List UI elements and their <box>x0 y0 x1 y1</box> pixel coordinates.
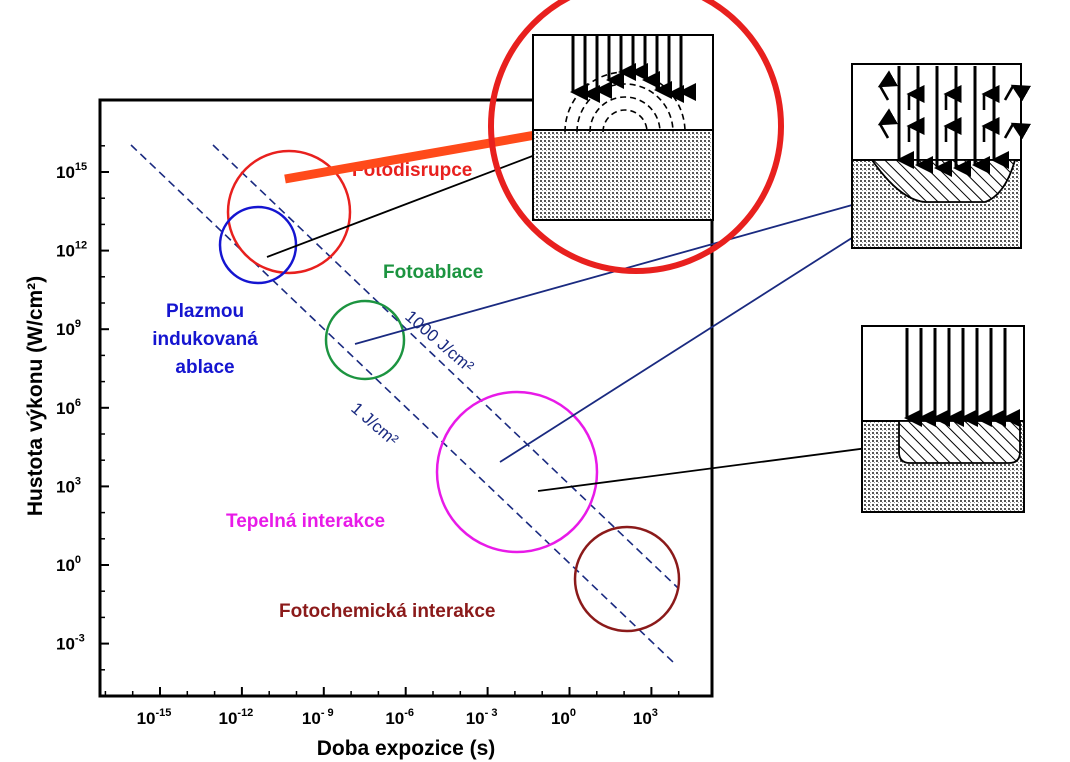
region-label-fotoablace: Fotoablace <box>383 262 483 283</box>
y-tick-label: 1015 <box>56 161 87 182</box>
x-axis-title: Doba expozice (s) <box>317 737 496 760</box>
x-tick-label: 10- 9 <box>302 707 334 728</box>
x-axis-ticks: 10-15 10-12 10- 9 10-6 10- 3 100 103 <box>104 687 680 728</box>
y-tick-label: 103 <box>56 475 81 496</box>
region-circle-fotodisrupce <box>226 149 352 275</box>
x-tick-label: 10- 3 <box>466 707 498 728</box>
region-label-plazmou-line2: indukovaná <box>152 329 258 350</box>
region-label-fotochemicka: Fotochemická interakce <box>279 601 495 622</box>
region-circle-fotoablace <box>324 299 406 381</box>
highlight-ring <box>488 0 784 274</box>
region-circle-fotochemicka <box>573 525 681 633</box>
y-axis-title: Hustota výkonu (W/cm²) <box>24 276 47 516</box>
x-tick-label: 100 <box>551 707 576 728</box>
fluence-label-1000: 1000 J/cm² <box>401 307 477 377</box>
connector-tepelna <box>537 442 907 492</box>
x-tick-label: 10-6 <box>385 707 414 728</box>
region-label-plazmou-line3: ablace <box>175 357 234 378</box>
y-tick-label: 100 <box>56 554 81 575</box>
fluence-line-1000 <box>212 144 679 589</box>
y-tick-label: 1012 <box>56 240 87 261</box>
inset-fotoablace <box>851 63 1032 249</box>
x-tick-label: 10-12 <box>218 707 253 728</box>
region-label-plazmou-line1: Plazmou <box>166 301 244 322</box>
region-circle-tepelna <box>435 390 599 554</box>
y-tick-label: 10-3 <box>56 633 85 654</box>
x-tick-label: 103 <box>633 707 658 728</box>
region-circle-plazmou <box>218 205 298 285</box>
inset-tepelna <box>861 325 1025 513</box>
y-tick-label: 109 <box>56 318 81 339</box>
region-label-tepelna: Tepelná interakce <box>226 511 385 532</box>
y-tick-label: 106 <box>56 397 81 418</box>
fluence-label-1: 1 J/cm² <box>347 399 402 450</box>
y-axis-ticks: 1015 1012 109 106 103 100 10-3 <box>56 145 109 671</box>
x-tick-label: 10-15 <box>137 707 172 728</box>
inset-fotodisrupce <box>532 34 714 221</box>
